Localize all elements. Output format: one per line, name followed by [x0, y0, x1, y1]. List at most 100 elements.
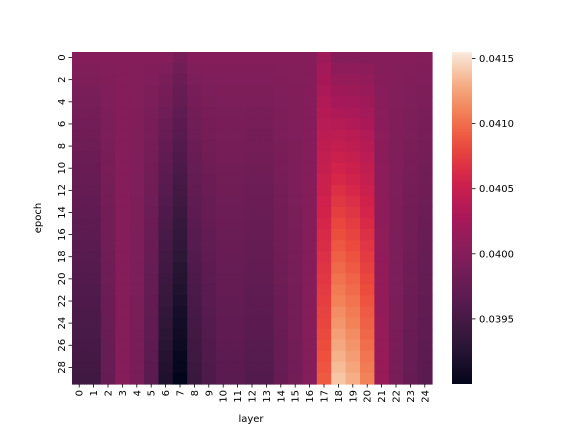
heatmap-cell [374, 74, 390, 86]
x-tick: 6 [161, 384, 172, 396]
heatmap-cell [288, 218, 303, 230]
heatmap-cell [360, 262, 375, 274]
heatmap-cell [331, 151, 347, 164]
heatmap-cell [273, 74, 289, 86]
heatmap-cell [144, 206, 159, 219]
heatmap-cell [316, 162, 332, 175]
heatmap-cell [288, 184, 303, 197]
heatmap-cell [187, 173, 203, 186]
heatmap-cell [331, 251, 347, 263]
heatmap-cell [259, 206, 275, 219]
x-tick-label: 4 [132, 390, 143, 396]
heatmap-cell [230, 85, 246, 97]
heatmap-cell [244, 240, 260, 252]
heatmap-cell [302, 284, 318, 297]
x-tick-label: 22 [392, 390, 403, 403]
heatmap-cell [417, 184, 433, 197]
heatmap-cell [201, 306, 217, 319]
heatmap-cell [216, 63, 231, 75]
heatmap-cell [129, 218, 145, 230]
heatmap-cell [216, 74, 231, 86]
heatmap-cell [259, 63, 275, 75]
heatmap-cell [403, 151, 419, 164]
heatmap-cell [244, 317, 260, 330]
heatmap-cell [345, 173, 361, 186]
x-tick: 2 [104, 384, 115, 396]
heatmap-cell [374, 229, 390, 241]
heatmap-cell [345, 151, 361, 164]
heatmap-cell [288, 372, 303, 385]
heatmap-cell [172, 173, 188, 186]
heatmap-cell [216, 273, 231, 285]
heatmap-cell [172, 251, 188, 263]
heatmap-cell [129, 107, 145, 119]
heatmap-cell [244, 52, 260, 64]
heatmap-cell [172, 262, 188, 274]
heatmap-cell [345, 339, 361, 352]
heatmap-cell [302, 151, 318, 164]
heatmap-cell [144, 372, 159, 385]
heatmap-cell [158, 173, 174, 186]
heatmap-cell [129, 63, 145, 75]
heatmap-cell [417, 372, 433, 385]
heatmap-cell [403, 350, 419, 363]
heatmap-cell [115, 85, 131, 97]
heatmap-cell [345, 328, 361, 341]
heatmap-cell [403, 339, 419, 352]
heatmap-cell [316, 74, 332, 86]
x-tick-label: 17 [320, 390, 331, 403]
heatmap-cell [316, 151, 332, 164]
heatmap-cell [273, 85, 289, 97]
heatmap-cell [230, 96, 246, 108]
heatmap-cell [201, 240, 217, 252]
heatmap-cell [273, 162, 289, 175]
heatmap-cell [403, 118, 419, 131]
heatmap-cell [115, 118, 131, 131]
heatmap-cell [288, 151, 303, 164]
heatmap-cell [374, 240, 390, 252]
heatmap-cell [72, 184, 87, 197]
heatmap-cells [72, 52, 433, 385]
heatmap-cell [259, 317, 275, 330]
heatmap-cell [115, 284, 131, 297]
colorbar [452, 52, 472, 384]
heatmap-cell [388, 284, 404, 297]
heatmap-cell [72, 262, 87, 274]
heatmap-cell [129, 372, 145, 385]
heatmap-cell [187, 140, 203, 153]
heatmap-cell [388, 273, 404, 285]
heatmap-cell [259, 361, 275, 374]
x-tick-label: 3 [118, 390, 129, 396]
heatmap-cell [388, 107, 404, 119]
heatmap-cell [115, 173, 131, 186]
heatmap-cell [100, 107, 116, 119]
heatmap-cell [302, 74, 318, 86]
x-tick: 8 [190, 384, 201, 396]
heatmap-cell [417, 173, 433, 186]
heatmap-cell [187, 74, 203, 86]
heatmap-cell [360, 74, 375, 86]
heatmap-cell [273, 173, 289, 186]
heatmap-cell [230, 361, 246, 374]
heatmap-cell [302, 85, 318, 97]
heatmap-cell [417, 361, 433, 374]
heatmap-cell [360, 229, 375, 241]
heatmap-cell [216, 151, 231, 164]
heatmap-cell [115, 273, 131, 285]
heatmap-cell [403, 306, 419, 319]
heatmap-cell [230, 218, 246, 230]
heatmap-cell [158, 361, 174, 374]
heatmap-cell [216, 218, 231, 230]
heatmap-cell [216, 350, 231, 363]
heatmap-cell [288, 96, 303, 108]
heatmap-cell [100, 129, 116, 142]
x-ticks: 0 1 2 3 4 5 6 7 8 9 10 11 12 13 14 15 16 17 18 19 20 21 22 23 24 [75, 384, 431, 403]
heatmap-cell [273, 306, 289, 319]
heatmap-cell [86, 52, 102, 64]
heatmap-cell [201, 339, 217, 352]
heatmap-cell [86, 184, 102, 197]
heatmap-cell [374, 262, 390, 274]
heatmap-cell [100, 96, 116, 108]
heatmap-cell [288, 339, 303, 352]
heatmap-cell [216, 118, 231, 131]
